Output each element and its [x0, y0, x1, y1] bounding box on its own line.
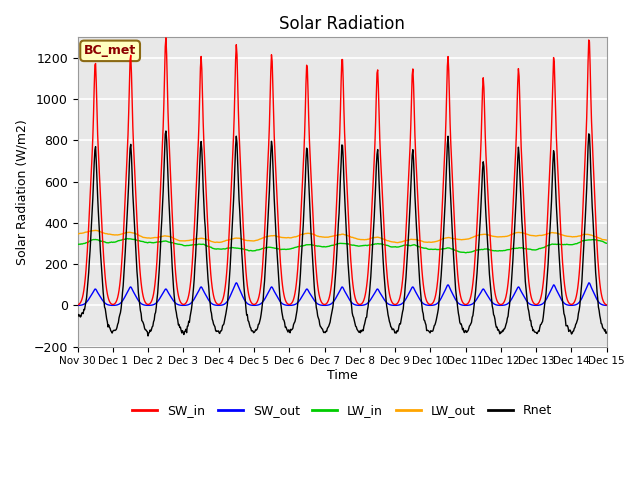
LW_in	[397, 243, 405, 249]
LW_out	[234, 235, 241, 241]
Rnet	[281, 320, 289, 325]
LW_in	[124, 236, 131, 241]
LW_in	[136, 238, 144, 244]
Rnet	[162, 128, 170, 134]
LW_out	[92, 228, 99, 233]
Rnet	[136, 302, 143, 308]
SW_in	[162, 35, 170, 41]
LW_in	[234, 245, 241, 251]
Line: SW_out: SW_out	[77, 283, 607, 305]
SW_out	[136, 300, 143, 305]
Y-axis label: Solar Radiation (W/m2): Solar Radiation (W/m2)	[15, 119, 28, 265]
LW_in	[427, 246, 435, 252]
Rnet	[74, 313, 81, 319]
Rnet	[260, 278, 268, 284]
LW_out	[74, 231, 81, 237]
LW_out	[260, 235, 268, 240]
SW_out	[74, 302, 81, 308]
LW_in	[462, 250, 470, 256]
SW_in	[603, 302, 611, 308]
LW_in	[260, 245, 268, 251]
LW_in	[280, 246, 288, 252]
SW_out	[280, 301, 288, 307]
SW_out	[260, 298, 268, 303]
LW_in	[603, 240, 611, 246]
Line: LW_in: LW_in	[77, 239, 607, 253]
SW_in	[136, 264, 143, 270]
SW_in	[260, 243, 268, 249]
Rnet	[603, 329, 611, 335]
LW_out	[603, 237, 611, 243]
Line: LW_out: LW_out	[77, 230, 607, 243]
Rnet	[398, 313, 406, 319]
SW_in	[74, 302, 81, 308]
X-axis label: Time: Time	[327, 369, 358, 382]
Rnet	[428, 328, 435, 334]
LW_in	[74, 241, 81, 247]
SW_out	[397, 301, 405, 307]
SW_in	[280, 292, 288, 298]
Line: SW_in: SW_in	[77, 38, 607, 305]
Rnet	[234, 179, 242, 185]
Text: BC_met: BC_met	[84, 44, 136, 57]
SW_out	[603, 302, 611, 308]
LW_out	[394, 240, 401, 246]
Line: Rnet: Rnet	[77, 131, 607, 336]
SW_in	[234, 79, 241, 85]
SW_out	[427, 302, 435, 308]
SW_out	[232, 280, 240, 286]
LW_out	[398, 239, 406, 245]
LW_out	[280, 235, 288, 240]
SW_out	[234, 282, 241, 288]
Legend: SW_in, SW_out, LW_in, LW_out, Rnet: SW_in, SW_out, LW_in, LW_out, Rnet	[127, 399, 557, 422]
Rnet	[144, 333, 152, 339]
Title: Solar Radiation: Solar Radiation	[279, 15, 405, 33]
LW_out	[136, 233, 144, 239]
LW_out	[428, 240, 435, 245]
SW_in	[427, 301, 435, 307]
SW_in	[397, 288, 405, 294]
